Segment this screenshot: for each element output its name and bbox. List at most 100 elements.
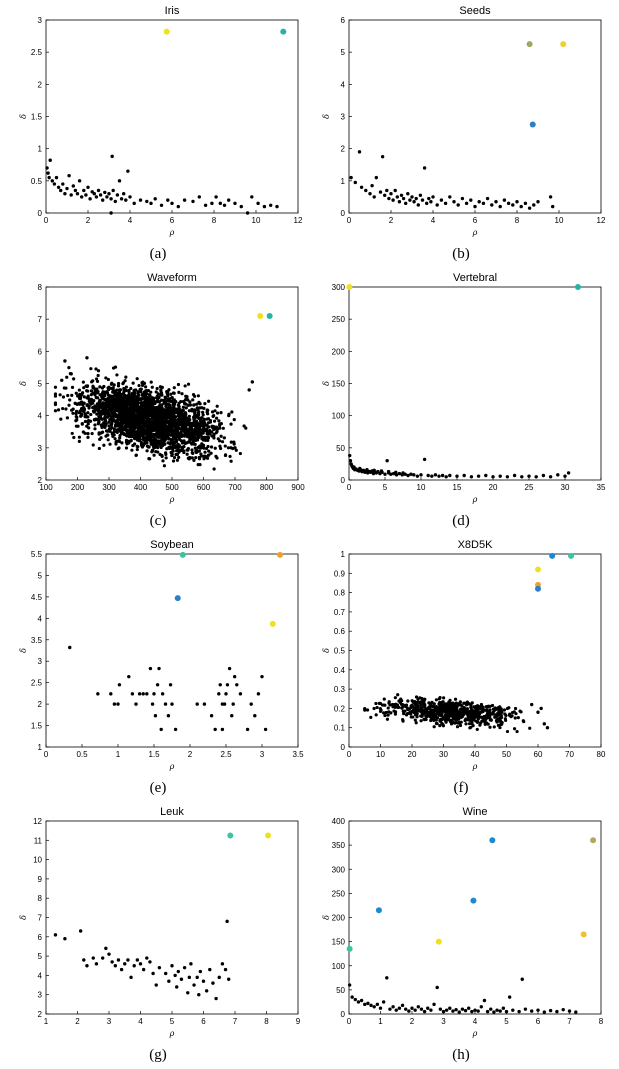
caption-e: (e): [149, 780, 167, 796]
data-point: [488, 704, 492, 708]
data-point: [449, 708, 453, 712]
data-point: [170, 453, 174, 458]
y-tick-label: 3: [38, 657, 43, 666]
data-point: [477, 200, 481, 204]
data-point: [197, 993, 201, 997]
data-point: [391, 1005, 395, 1009]
data-point: [196, 394, 200, 398]
y-tick-label: 0.3: [334, 685, 346, 694]
chart-panel-iris: Iris 0 2 4 6 8 10 12 0 0.5 1 1.5 2 2.5 3 ρ δ (a): [8, 0, 308, 267]
data-point: [106, 377, 110, 382]
data-point: [427, 196, 431, 201]
data-point: [149, 390, 153, 394]
data-point: [102, 425, 106, 429]
data-point: [444, 475, 448, 479]
data-point: [156, 450, 160, 454]
data-point: [86, 411, 90, 415]
x-tick-label: 0: [347, 1017, 352, 1026]
data-point: [96, 369, 101, 373]
data-point: [103, 391, 107, 395]
data-point: [86, 389, 90, 393]
y-tick-label: 3: [38, 991, 43, 1000]
data-point: [126, 394, 130, 398]
data-point: [450, 701, 454, 705]
data-point: [148, 400, 152, 404]
data-point: [121, 382, 125, 386]
data-point: [132, 433, 136, 438]
y-tick-label: 5: [38, 571, 43, 580]
x-tick-label: 500: [165, 483, 179, 492]
data-point: [409, 472, 413, 476]
data-point: [207, 399, 211, 403]
data-point: [492, 1010, 496, 1014]
data-point: [229, 440, 233, 444]
caption-b: (b): [452, 246, 470, 262]
chart-title: Seeds: [459, 5, 491, 17]
data-point: [74, 409, 79, 413]
data-point: [102, 408, 106, 412]
y-tick-label: 250: [332, 889, 346, 898]
data-point: [438, 719, 443, 723]
data-point: [416, 705, 420, 709]
data-point: [432, 702, 436, 706]
y-tick-label: 400: [332, 817, 346, 826]
data-point: [103, 398, 107, 402]
data-point: [223, 967, 228, 972]
data-point: [144, 408, 149, 412]
data-point: [80, 412, 84, 416]
data-point: [126, 169, 130, 173]
plot-frame: [348, 820, 602, 1015]
data-point: [80, 422, 84, 426]
data-point: [504, 718, 508, 723]
data-point: [122, 416, 126, 420]
data-point: [532, 203, 536, 207]
data-point: [90, 399, 94, 403]
data-point: [431, 709, 435, 713]
data-point: [455, 705, 459, 709]
y-tick-label: 300: [332, 283, 346, 292]
data-point: [68, 398, 72, 402]
data-point: [171, 449, 175, 453]
y-tick-label: 8: [38, 283, 43, 292]
data-point: [234, 448, 238, 452]
data-point: [199, 454, 204, 458]
data-point: [383, 472, 387, 476]
data-point: [70, 393, 74, 397]
data-point: [136, 412, 140, 416]
y-tick-label: 6: [341, 16, 346, 25]
data-point: [170, 422, 175, 427]
data-point: [244, 426, 248, 430]
data-point: [256, 692, 261, 696]
data-point: [159, 445, 163, 450]
x-tick-label: 10: [417, 483, 426, 492]
data-point: [166, 432, 170, 437]
y-axis-label: δ: [322, 381, 331, 386]
y-tick-label: 2.5: [31, 679, 43, 688]
chart-panel-wine: Wine 0 1 2 3 4 5 6 7 8 0 50 100 150 200 250 300 350 400 ρ δ …: [311, 801, 611, 1068]
x-tick-label: 800: [260, 483, 274, 492]
y-tick-label: 50: [336, 444, 345, 453]
data-point: [450, 704, 455, 708]
x-tick-label: 0: [44, 216, 49, 225]
data-point: [365, 468, 369, 472]
data-point: [173, 433, 178, 437]
data-point: [168, 423, 172, 427]
data-point: [534, 475, 538, 479]
data-point: [128, 429, 132, 433]
data-point: [434, 721, 439, 726]
data-point: [71, 411, 75, 415]
data-point: [78, 402, 82, 406]
data-point: [95, 391, 100, 395]
data-point: [262, 204, 267, 209]
data-point: [170, 406, 174, 410]
data-point: [419, 719, 423, 723]
data-point: [504, 1009, 509, 1014]
data-point: [468, 711, 473, 715]
data-point: [192, 983, 196, 987]
data-point: [242, 424, 246, 428]
data-point: [438, 723, 442, 728]
data-point: [123, 424, 127, 429]
data-point: [551, 204, 555, 209]
data-point: [157, 441, 162, 445]
data-point: [144, 431, 148, 435]
